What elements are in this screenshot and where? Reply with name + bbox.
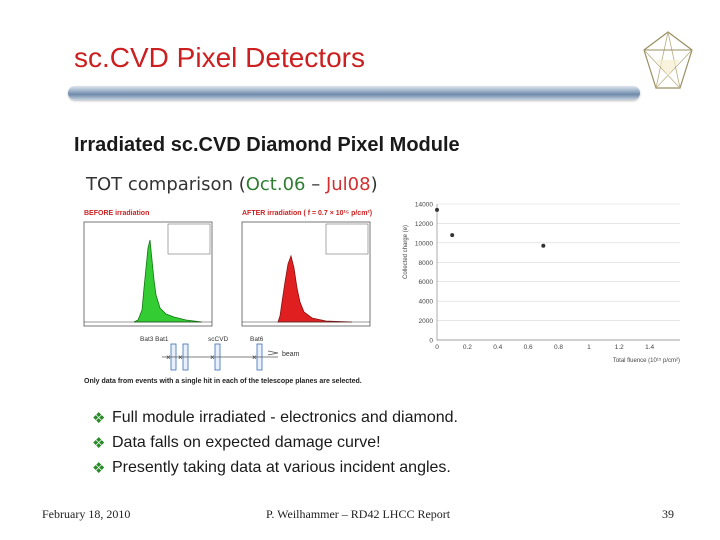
x-tick-label: 1.2 [615,344,624,351]
y-tick-label: 12000 [415,221,433,228]
x-tick-label: 1.4 [645,344,654,351]
bullet-text: Presently taking data at various inciden… [112,458,451,476]
x-tick-label: 0.8 [554,344,563,351]
y-tick-label: 0 [429,338,433,345]
figure-heading-prefix: TOT comparison ( [86,174,246,195]
bullet-item: ❖ Data falls on expected damage curve! [92,430,458,455]
x-tick-label: 0.4 [493,344,502,351]
telescope-label-0: Bat3 Bat1 [140,336,169,343]
figure-heading-separator: – [305,174,326,195]
before-histogram-panel [83,221,213,327]
before-histogram [133,239,203,323]
x-tick-label: 0.2 [463,344,472,351]
chart-background [400,192,700,376]
y-tick-label: 2000 [419,318,434,325]
telescope-label-2: Bat6 [250,336,264,343]
after-histogram-panel [241,221,371,327]
slide-title: sc.CVD Pixel Detectors [74,42,365,73]
figure-heading: TOT comparison (Oct.06 – Jul08) [86,174,378,195]
figure-svg: BEFORE irradiation AFTER irradiation ( f… [83,192,700,385]
checkmark-bullet-icon: ❖ [92,458,106,477]
y-tick-label: 10000 [415,240,433,247]
fluence-charge-chart: 0 2000 4000 6000 8000 10000 12000 14000 0 0.2 0.4 0… [400,192,700,376]
hit-mark-icon: × [166,353,171,362]
beam-arrow-icon [267,350,279,356]
y-tick-label: 6000 [419,279,434,286]
footer-author: P. Weilhammer – RD42 LHCC Report [266,507,451,521]
y-tick-label: 8000 [419,260,434,267]
footer-page-number: 39 [662,507,674,521]
diamond-logo-icon [643,31,693,90]
hit-mark-icon: × [178,353,183,362]
x-axis-label: Total fluence (10¹⁵ p/cm²) [613,357,680,364]
footer-date: February 18, 2010 [42,507,131,521]
y-tick-label: 14000 [415,202,433,209]
bullet-text: Data falls on expected damage curve! [112,433,381,451]
data-point [435,207,439,212]
y-axis-label: Collected charge (e) [403,225,409,279]
y-tick-label: 4000 [419,299,434,306]
tot-comparison-figure: TOT comparison (Oct.06 – Jul08) BEFORE i… [82,170,702,390]
checkmark-bullet-icon: ❖ [92,433,106,452]
hit-mark-icon: × [210,353,215,362]
bullet-item: ❖ Full module irradiated - electronics a… [92,405,458,430]
x-tick-label: 0.6 [524,344,533,351]
bullet-text: Full module irradiated - electronics and… [112,408,458,426]
telescope-diagram: Bat3 Bat1 scCVD Bat6 × × × × beam [140,336,300,371]
before-label: BEFORE irradiation [84,210,149,217]
after-label: AFTER irradiation ( f = 0.7 × 10¹⁵ p/cm²… [242,210,372,217]
bullet-item: ❖ Presently taking data at various incid… [92,455,458,480]
figure-heading-before: Oct.06 [245,174,306,195]
hit-mark-icon: × [252,353,257,362]
x-tick-label: 1 [587,344,591,351]
checkmark-bullet-icon: ❖ [92,408,106,427]
figure-caption: Only data from events with a single hit … [84,378,362,385]
after-histogram [277,254,353,323]
telescope-label-1: scCVD [208,336,229,343]
figure-heading-suffix: ) [370,174,378,195]
data-point [541,243,546,248]
beam-label: beam [282,351,300,358]
figure-heading-after: Jul08 [325,174,371,195]
x-tick-label: 0 [435,344,439,351]
slide-subtitle: Irradiated sc.CVD Diamond Pixel Module [74,134,460,156]
bullet-list: ❖ Full module irradiated - electronics a… [92,405,458,480]
data-point [450,233,455,238]
title-underline-bar [68,86,640,100]
